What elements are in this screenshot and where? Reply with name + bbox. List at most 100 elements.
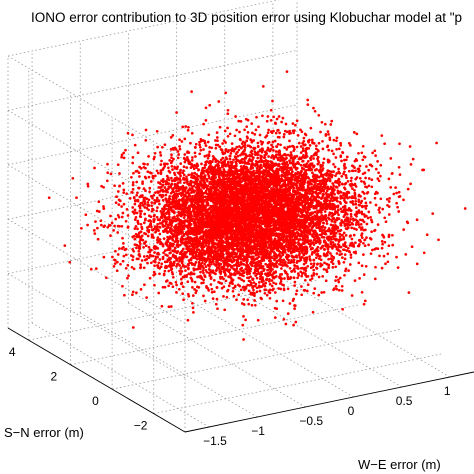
scatter-point (171, 216, 175, 220)
scatter-point (153, 260, 157, 264)
scatter-point (363, 204, 366, 208)
scatter-point (276, 129, 279, 132)
scatter-point (211, 269, 215, 273)
scatter-point (208, 150, 211, 154)
scatter-point (397, 190, 401, 194)
scatter-point (306, 264, 310, 268)
scatter-point (269, 108, 273, 112)
scatter-point (285, 130, 289, 134)
scatter-point (282, 135, 286, 139)
scatter-point (207, 133, 211, 137)
scatter-point (339, 245, 343, 249)
scatter-point (126, 214, 130, 217)
scatter-point (147, 155, 150, 158)
scatter-point (276, 135, 280, 139)
scatter-point (298, 174, 302, 177)
scatter-point (147, 175, 151, 179)
scatter-point (330, 254, 334, 258)
scatter-point (357, 261, 361, 265)
scatter-point (345, 176, 348, 180)
scatter-point (153, 251, 156, 254)
scatter-point (267, 128, 270, 132)
scatter-point (99, 219, 103, 223)
scatter-point (168, 256, 171, 260)
scatter-point (362, 302, 366, 306)
scatter-point (321, 175, 325, 178)
scatter-point (179, 272, 182, 276)
scatter-point (177, 287, 181, 291)
scatter-point (357, 223, 361, 226)
scatter-point (168, 200, 171, 204)
scatter-point (227, 284, 231, 288)
scatter-point (288, 145, 292, 148)
scatter-point (146, 261, 149, 265)
scatter-point (367, 168, 371, 172)
scatter-point (195, 285, 199, 289)
scatter-point (71, 176, 75, 180)
scatter-point (202, 148, 205, 151)
scatter-point (138, 165, 141, 169)
floor-gridline-y (28, 279, 318, 341)
floor-gridline-y (153, 353, 443, 415)
scatter-point (123, 293, 126, 297)
scatter-point (365, 236, 368, 239)
scatter-point (377, 179, 381, 183)
scatter-point (349, 179, 353, 183)
scatter-point (153, 264, 156, 268)
scatter-point (156, 264, 159, 267)
scatter-point (86, 182, 90, 186)
scatter-point (267, 273, 271, 277)
scatter-point (295, 289, 299, 293)
scatter-point (136, 227, 139, 231)
scatter-point (190, 131, 194, 135)
scatter-point (126, 263, 130, 267)
scatter-point (319, 258, 323, 262)
scatter-point (150, 209, 154, 213)
scatter-point (373, 149, 377, 153)
scatter-point (301, 147, 305, 150)
scatter-point (156, 145, 159, 149)
scatter-point (362, 228, 366, 232)
scatter-point (215, 136, 219, 139)
scatter-point (343, 241, 347, 244)
scatter-point (274, 131, 278, 135)
scatter-point (339, 207, 343, 211)
scatter-point (302, 136, 306, 140)
scatter-point (373, 247, 377, 251)
scatter-point (167, 305, 171, 309)
scatter-point (355, 228, 358, 231)
scatter-point (409, 182, 412, 186)
scatter-point (131, 156, 135, 159)
scatter-point (224, 237, 228, 241)
scatter-point (383, 240, 387, 244)
scatter-point (380, 266, 384, 270)
floor-gridline-y (112, 328, 402, 390)
scatter-point (160, 262, 164, 266)
scatter-point (113, 262, 117, 265)
back-wall-gridline-z (7, 104, 298, 166)
scatter-point (349, 217, 353, 221)
scatter-point (189, 273, 192, 276)
scatter-point (241, 286, 245, 289)
scatter-point (332, 162, 335, 166)
scatter-point (275, 117, 279, 121)
scatter-point (398, 195, 402, 198)
scatter-point (148, 186, 152, 190)
scatter-point (397, 210, 401, 213)
scatter-point (121, 182, 125, 185)
scatter-point (133, 208, 137, 212)
scatter-point (256, 318, 260, 322)
scatter-point (337, 262, 341, 265)
scatter-point (162, 251, 165, 255)
scatter-point (305, 162, 309, 166)
scatter-point (200, 162, 203, 166)
chart-title: IONO error contribution to 3D position e… (31, 10, 462, 25)
scatter-point (139, 288, 143, 291)
scatter-points (47, 70, 467, 341)
scatter-point (210, 262, 213, 266)
scatter-point (188, 252, 192, 256)
scatter-point (251, 278, 255, 282)
scatter-point (302, 153, 305, 157)
scatter-point (185, 175, 188, 179)
scatter-point (268, 271, 272, 274)
